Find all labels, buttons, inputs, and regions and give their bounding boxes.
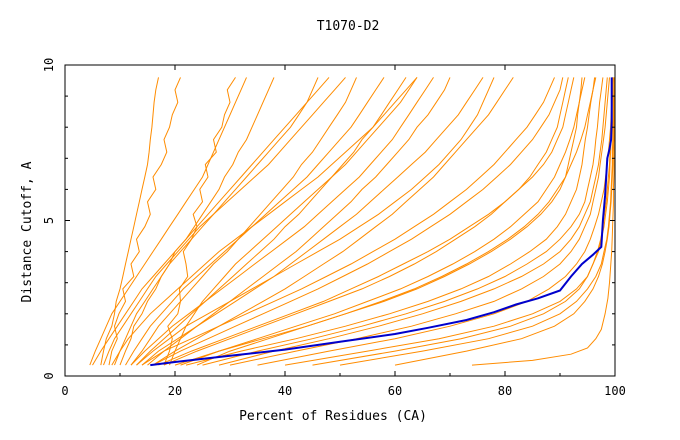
model-series-line-21 — [471, 77, 616, 366]
model-series-line-29 — [218, 77, 608, 366]
model-series-line-23 — [89, 77, 247, 366]
model-series-line-11 — [114, 77, 319, 366]
model-series-line-31 — [394, 77, 615, 366]
model-series-line-22 — [92, 77, 330, 366]
model-series-line-2 — [108, 77, 181, 366]
x-tick-label: 0 — [61, 384, 68, 398]
model-series-line-25 — [130, 77, 434, 366]
y-tick-label: 0 — [42, 372, 56, 379]
model-series-line-18 — [284, 77, 614, 366]
model-series-line-5 — [130, 77, 357, 366]
model-series-line-1 — [163, 77, 236, 366]
axis-ticks-group: 0 20 40 60 80 100 0 5 10 — [42, 58, 626, 398]
model-series-line-9 — [152, 77, 514, 366]
model-series-line-24 — [136, 77, 495, 366]
model-series-line-10 — [125, 77, 385, 366]
model-series-line-12 — [141, 77, 555, 366]
x-axis-label: Percent of Residues (CA) — [239, 409, 427, 424]
x-tick-label: 100 — [604, 384, 626, 398]
highlight-line-group — [150, 77, 613, 367]
model-series-line-6 — [136, 77, 407, 366]
model-lines-group — [89, 77, 616, 366]
highlight-series-line — [150, 77, 613, 367]
model-series-line-17 — [185, 77, 596, 366]
model-series-line-15 — [202, 77, 604, 366]
model-series-line-7 — [147, 77, 451, 366]
y-tick-label: 5 — [42, 217, 56, 224]
model-series-line-26 — [103, 77, 346, 366]
y-axis-label: Distance Cutoff, A — [20, 161, 35, 302]
x-tick-label: 60 — [388, 384, 402, 398]
x-tick-label: 80 — [498, 384, 512, 398]
model-series-line-33 — [111, 77, 418, 366]
model-series-line-4 — [119, 77, 275, 366]
model-series-line-13 — [158, 77, 575, 366]
model-series-line-3 — [100, 77, 159, 366]
model-series-line-16 — [229, 77, 610, 366]
model-series-line-35 — [196, 77, 597, 366]
x-tick-label: 20 — [168, 384, 182, 398]
model-series-line-30 — [312, 77, 614, 366]
chart-title: T1070-D2 — [317, 19, 380, 34]
model-series-line-28 — [152, 77, 564, 366]
model-series-line-19 — [339, 77, 615, 366]
x-tick-label: 40 — [278, 384, 292, 398]
model-series-line-34 — [169, 77, 418, 366]
y-tick-label: 10 — [42, 58, 56, 72]
model-series-line-32 — [180, 77, 586, 366]
model-series-line-8 — [141, 77, 484, 366]
model-series-line-27 — [163, 77, 569, 366]
